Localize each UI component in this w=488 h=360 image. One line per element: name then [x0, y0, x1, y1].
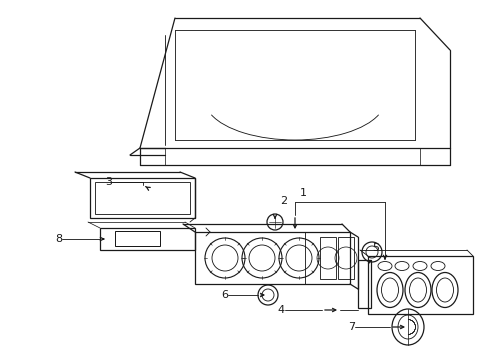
- Bar: [100, 228, 195, 250]
- Bar: [95, 182, 190, 214]
- Text: 2: 2: [280, 196, 286, 206]
- Text: 8: 8: [55, 234, 62, 244]
- Bar: [195, 232, 349, 284]
- Text: 7: 7: [347, 322, 354, 332]
- Bar: [367, 256, 472, 314]
- Bar: [337, 237, 353, 279]
- Bar: [357, 260, 370, 308]
- Text: 6: 6: [221, 290, 227, 300]
- Text: 1: 1: [299, 188, 306, 198]
- Bar: [90, 178, 195, 218]
- Bar: [115, 231, 160, 246]
- Bar: [319, 237, 335, 279]
- Text: 4: 4: [277, 305, 285, 315]
- Text: 5: 5: [371, 243, 378, 253]
- Text: 3: 3: [105, 177, 112, 187]
